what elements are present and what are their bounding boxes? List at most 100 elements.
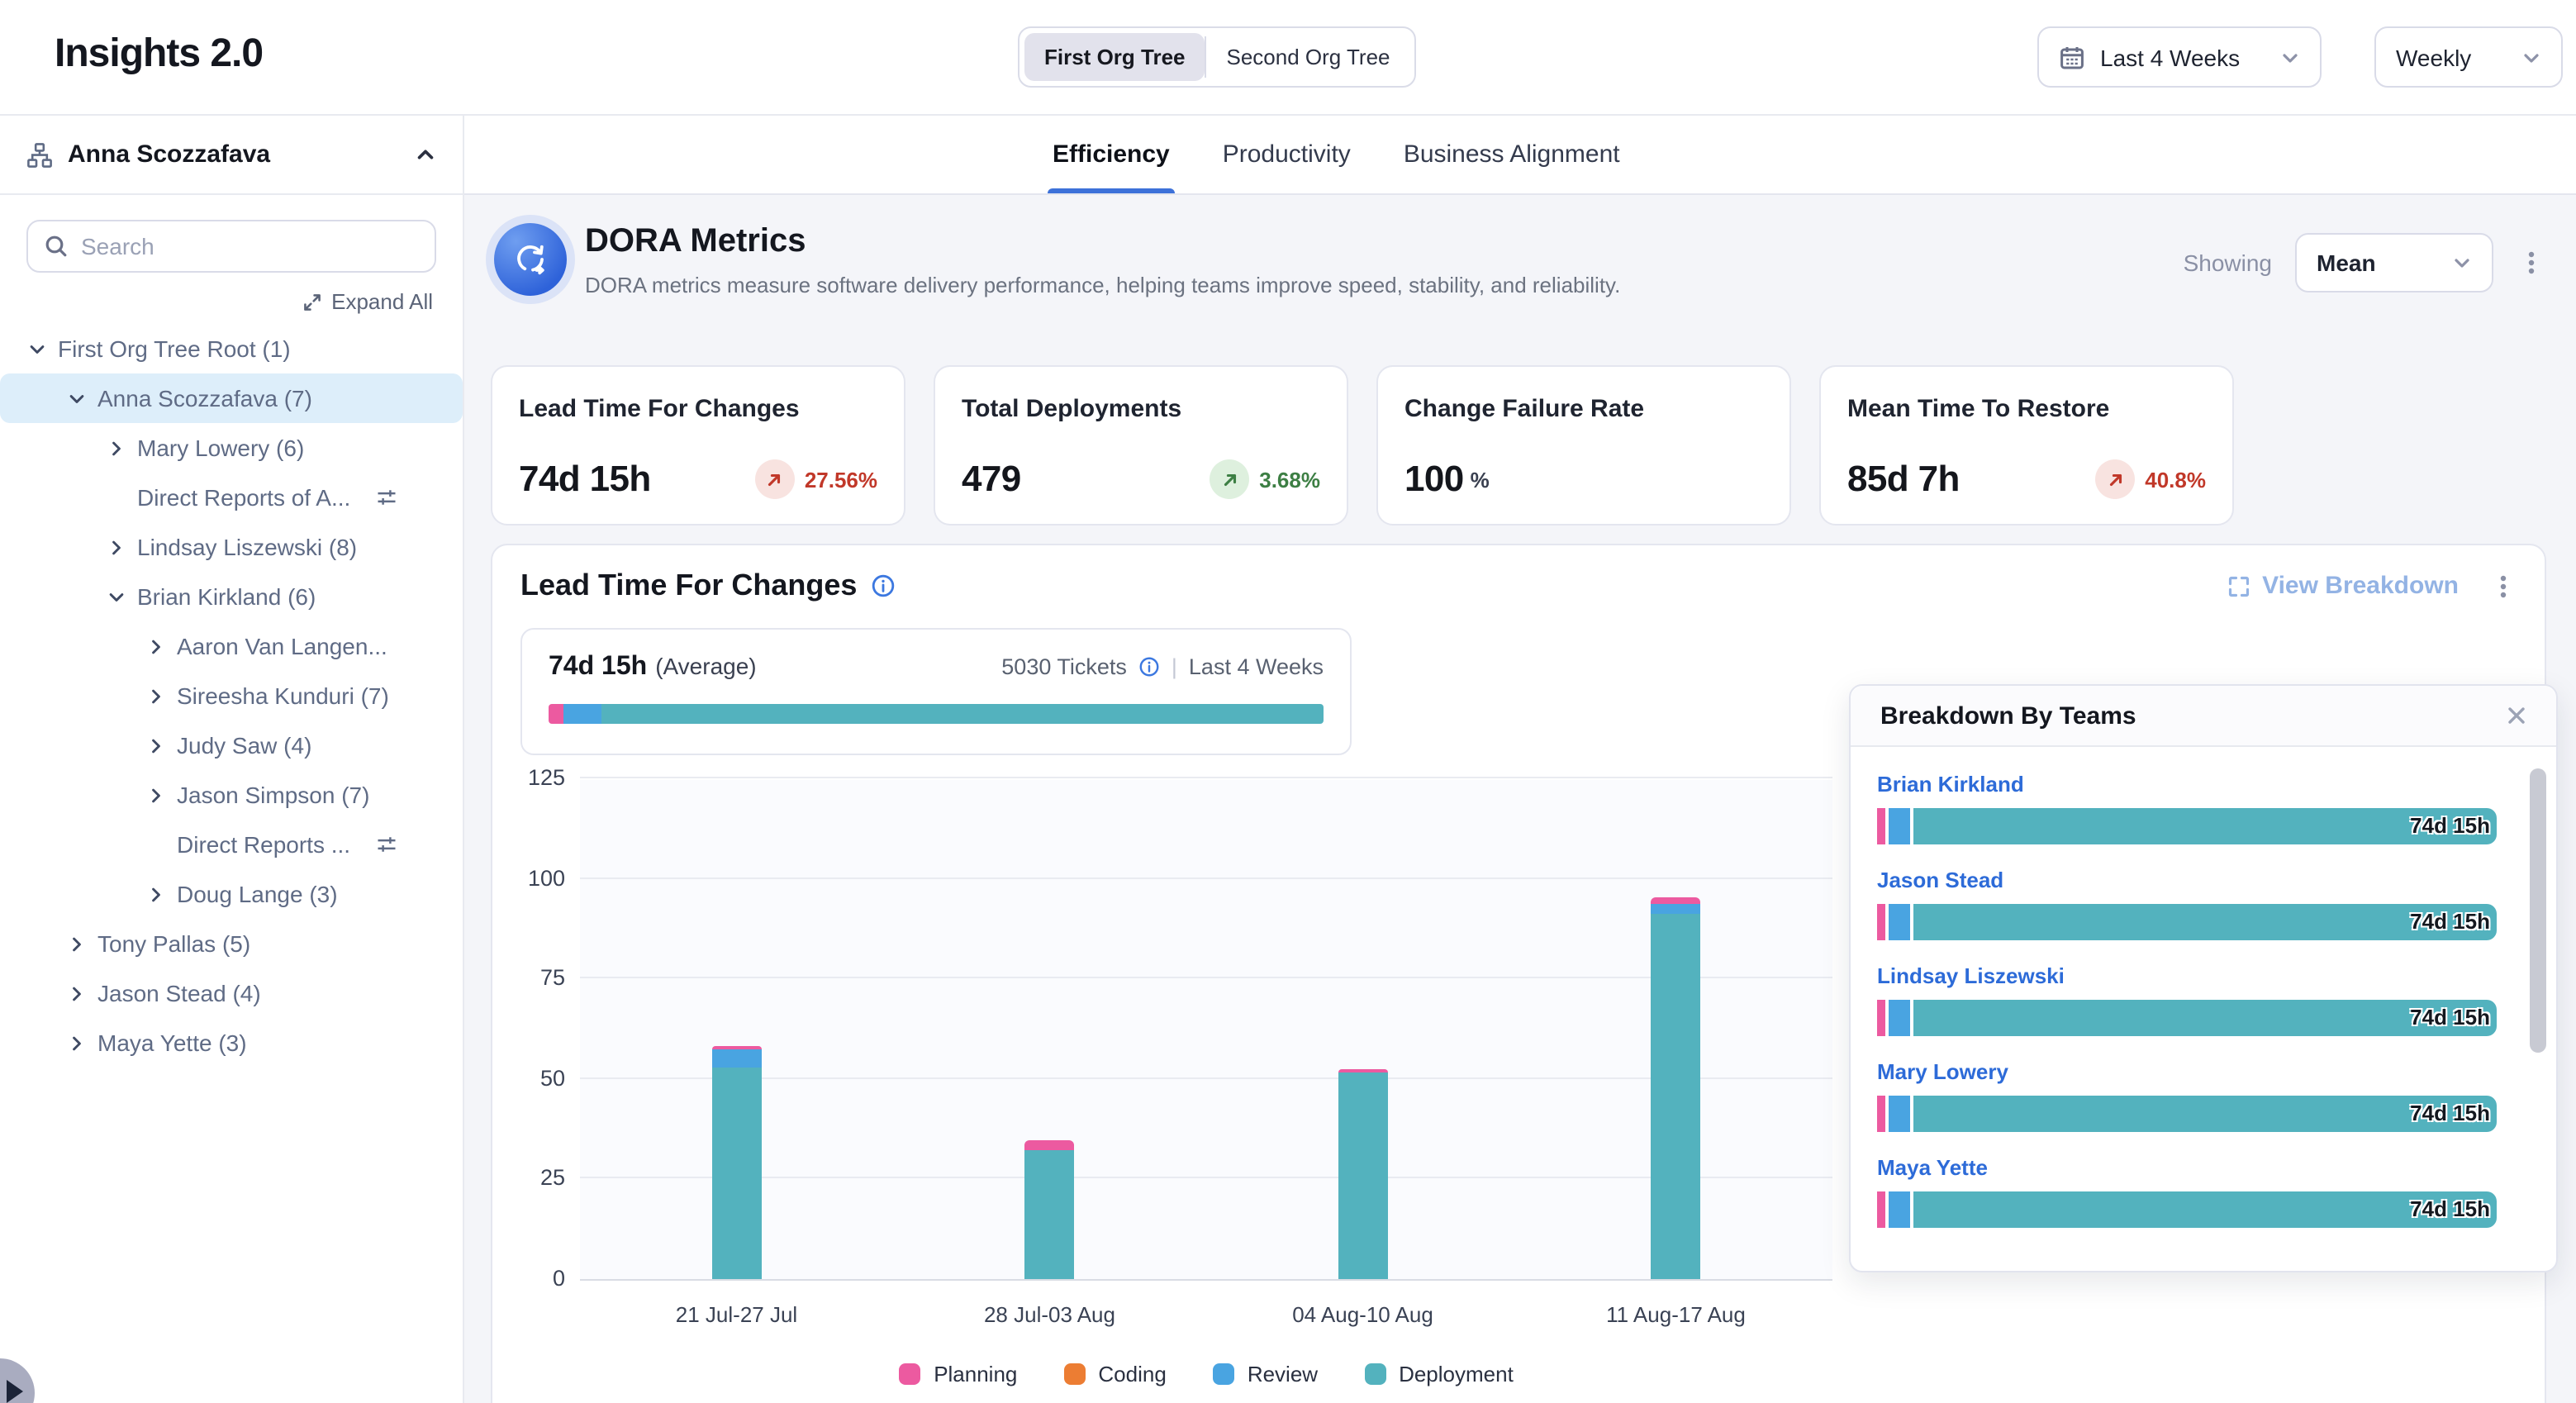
lead-time-kebab-menu-icon[interactable] (2488, 569, 2518, 602)
showing-dropdown[interactable]: Mean (2295, 233, 2493, 292)
tree-item-jason-simpson-7[interactable]: Jason Simpson (7) (0, 770, 463, 820)
chevron-right-icon[interactable] (66, 1034, 86, 1052)
date-range-value: Last 4 Weeks (2100, 44, 2240, 70)
metric-delta-value: 27.56% (805, 467, 877, 492)
chevron-down-icon (2521, 47, 2541, 67)
tree-item-mary-lowery-6[interactable]: Mary Lowery (6) (0, 423, 463, 473)
bar-11-aug-17-aug[interactable] (1652, 897, 1701, 1279)
team-bar-value: 74d 15h (2410, 1005, 2490, 1030)
metric-delta-value: 3.68% (1259, 467, 1320, 492)
metric-card-lead-time-for-changes[interactable]: Lead Time For Changes 74d 15h 27.56% (491, 365, 905, 526)
metric-card-label: Lead Time For Changes (519, 395, 877, 423)
dora-kebab-menu-icon[interactable] (2517, 246, 2546, 279)
filter-sliders-icon[interactable] (375, 486, 398, 509)
y-tick-label: 125 (492, 765, 565, 790)
legend-label: Deployment (1399, 1362, 1514, 1386)
chevron-right-icon[interactable] (145, 786, 165, 804)
team-link-jason-stead[interactable]: Jason Stead (1877, 868, 2003, 892)
team-bar-value: 74d 15h (2410, 909, 2490, 934)
date-range-dropdown[interactable]: Last 4 Weeks (2037, 26, 2322, 88)
metric-card-value: 100 (1404, 458, 1464, 501)
org-tree-toggle-first[interactable]: First Org Tree (1024, 33, 1205, 81)
org-tree-toggle-second-label: Second Org Tree (1227, 45, 1390, 69)
tab-business-alignment[interactable]: Business Alignment (1399, 116, 1625, 193)
team-bar-value: 74d 15h (2410, 1196, 2490, 1221)
sidebar-expand-handle[interactable] (0, 1358, 35, 1403)
team-bar-mary-lowery: 74d 15h (1877, 1096, 2497, 1132)
tree-item-judy-saw-4[interactable]: Judy Saw (4) (0, 721, 463, 770)
chevron-down-icon[interactable] (66, 389, 86, 407)
tree-item-label: Jason Stead (4) (97, 980, 261, 1006)
info-icon[interactable] (870, 573, 895, 598)
metric-cards-row: Lead Time For Changes 74d 15h 27.56% Total … (491, 365, 2546, 526)
average-period: Last 4 Weeks (1189, 654, 1324, 679)
tab-productivity[interactable]: Productivity (1218, 116, 1356, 193)
bar-04-aug-10-aug[interactable] (1338, 1069, 1388, 1279)
chevron-right-icon[interactable] (106, 439, 126, 457)
team-bar-value: 74d 15h (2410, 1101, 2490, 1125)
tree-item-lindsay-liszewski-8[interactable]: Lindsay Liszewski (8) (0, 522, 463, 572)
chevron-right-icon[interactable] (145, 687, 165, 705)
team-link-mary-lowery[interactable]: Mary Lowery (1877, 1059, 2008, 1084)
dora-controls: Showing Mean (2184, 233, 2546, 292)
tree-item-tony-pallas-5[interactable]: Tony Pallas (5) (0, 919, 463, 968)
metric-card-value-row: 74d 15h 27.56% (519, 458, 877, 501)
filter-sliders-icon[interactable] (375, 833, 398, 856)
tree-item-sireesha-kunduri-7[interactable]: Sireesha Kunduri (7) (0, 671, 463, 721)
team-link-lindsay-liszewski[interactable]: Lindsay Liszewski (1877, 963, 2065, 988)
tab-efficiency-label: Efficiency (1053, 140, 1170, 169)
chevron-right-icon[interactable] (145, 637, 165, 655)
tree-item-label: Lindsay Liszewski (8) (137, 534, 357, 560)
view-breakdown-button[interactable]: View Breakdown (2227, 572, 2459, 600)
breakdown-team-list: Brian Kirkland 74d 15h Jason Stead 74d 15h L… (1851, 747, 2556, 1271)
tree-item-anna-scozzafava-7[interactable]: Anna Scozzafava (7) (0, 373, 463, 423)
lead-time-chart (580, 780, 1832, 1281)
tab-efficiency[interactable]: Efficiency (1048, 116, 1175, 193)
chevron-right-icon[interactable] (106, 538, 126, 556)
scrollbar-thumb[interactable] (2530, 768, 2546, 1053)
main-tabs: Efficiency Productivity Business Alignme… (464, 116, 2576, 195)
team-bar-jason-stead: 74d 15h (1877, 904, 2497, 940)
tree-item-first-org-tree-root-1[interactable]: First Org Tree Root (1) (0, 324, 463, 373)
tree-item-direct-reports[interactable]: Direct Reports ... (0, 820, 463, 869)
metric-card-label: Mean Time To Restore (1847, 395, 2206, 423)
tree-item-brian-kirkland-6[interactable]: Brian Kirkland (6) (0, 572, 463, 621)
metric-card-mean-time-to-restore[interactable]: Mean Time To Restore85d 7h40.8% (1819, 365, 2234, 526)
tree-item-maya-yette-3[interactable]: Maya Yette (3) (0, 1018, 463, 1068)
chevron-up-icon[interactable] (415, 144, 436, 165)
main-area: Efficiency Productivity Business Alignme… (464, 116, 2576, 1403)
metric-delta: 40.8% (2095, 459, 2206, 499)
top-bar-controls: Last 4 Weeks Weekly (2037, 26, 2563, 88)
search-input[interactable] (81, 233, 418, 259)
metric-card-change-failure-rate[interactable]: Change Failure Rate100% (1376, 365, 1791, 526)
y-tick-label: 75 (492, 965, 565, 990)
chevron-down-icon[interactable] (106, 587, 126, 606)
org-tree-toggle-second[interactable]: Second Org Tree (1207, 33, 1410, 81)
chevron-right-icon[interactable] (145, 885, 165, 903)
tree-item-direct-reports-of-a[interactable]: Direct Reports of A... (0, 473, 463, 522)
tree-item-label: Maya Yette (3) (97, 1030, 247, 1056)
average-label: (Average) (655, 653, 756, 679)
chevron-right-icon[interactable] (145, 736, 165, 754)
legend-label: Planning (934, 1362, 1017, 1386)
tree-item-jason-stead-4[interactable]: Jason Stead (4) (0, 968, 463, 1018)
team-link-maya-yette[interactable]: Maya Yette (1877, 1155, 1988, 1180)
chevron-down-icon[interactable] (26, 340, 46, 358)
expand-diagonal-icon (302, 292, 321, 312)
expand-all-button[interactable]: Expand All (0, 289, 433, 314)
granularity-dropdown[interactable]: Weekly (2374, 26, 2563, 88)
close-icon[interactable] (2500, 699, 2533, 732)
avg-segment-review (564, 704, 601, 724)
chevron-right-icon[interactable] (66, 935, 86, 953)
team-bar-value: 74d 15h (2410, 813, 2490, 838)
metric-card-value: 74d 15h (519, 458, 651, 501)
tree-item-doug-lange-3[interactable]: Doug Lange (3) (0, 869, 463, 919)
chevron-right-icon[interactable] (66, 984, 86, 1002)
tree-item-aaron-van-langen[interactable]: Aaron Van Langen... (0, 621, 463, 671)
info-icon[interactable] (1138, 656, 1160, 678)
bar-28-jul-03-aug[interactable] (1025, 1141, 1075, 1279)
bar-21-jul-27-jul[interactable] (712, 1046, 762, 1279)
team-link-brian-kirkland[interactable]: Brian Kirkland (1877, 772, 2024, 797)
metric-card-total-deployments[interactable]: Total Deployments4793.68% (934, 365, 1348, 526)
team-bar-segment-deployment (1913, 1191, 2497, 1228)
